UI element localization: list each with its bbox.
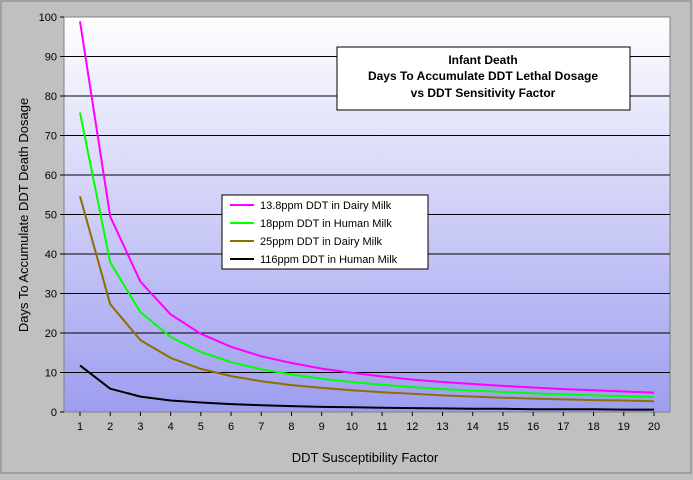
y-tick-label: 40: [45, 249, 57, 261]
x-tick-label: 6: [228, 421, 234, 433]
y-tick-label: 20: [45, 328, 57, 340]
x-axis-label: DDT Susceptibility Factor: [292, 450, 439, 465]
x-tick-label: 7: [258, 421, 264, 433]
legend-label: 18ppm DDT in Human Milk: [260, 218, 392, 230]
y-tick-label: 100: [39, 12, 57, 24]
x-tick-label: 12: [406, 421, 418, 433]
x-tick-label: 10: [346, 421, 358, 433]
series-line-4: [79, 364, 654, 411]
legend: 13.8ppm DDT in Dairy Milk 18ppm DDT in Hu…: [221, 194, 429, 270]
x-tick-label: 15: [497, 421, 509, 433]
series-line-3: [79, 196, 655, 403]
legend-label: 116ppm DDT in Human Milk: [260, 254, 398, 266]
x-tick-label: 13: [436, 421, 448, 433]
x-tick-label: 3: [137, 421, 143, 433]
x-tick-label: 8: [288, 421, 294, 433]
x-axis-ticks: 1 2 3 4 5 6 7 8 9 10 11 12 13 14 15 16 17 18 19 20: [77, 412, 660, 433]
x-tick-label: 4: [168, 421, 174, 433]
y-tick-label: 70: [45, 131, 57, 143]
y-tick-label: 30: [45, 289, 57, 301]
x-tick-label: 5: [198, 421, 204, 433]
series-line-2: [79, 112, 655, 398]
x-tick-label: 19: [618, 421, 630, 433]
x-tick-label: 11: [376, 421, 387, 433]
y-tick-label: 90: [45, 52, 57, 64]
y-axis-label: Days To Accumulate DDT Death Dosage: [16, 98, 31, 332]
y-tick-label: 50: [45, 210, 57, 222]
y-tick-label: 60: [45, 170, 57, 182]
x-tick-label: 20: [648, 421, 660, 433]
x-tick-label: 14: [467, 421, 479, 433]
x-tick-label: 17: [557, 421, 569, 433]
x-tick-label: 2: [107, 421, 113, 433]
legend-label: 13.8ppm DDT in Dairy Milk: [260, 200, 392, 212]
y-tick-label: 0: [51, 407, 57, 419]
y-tick-label: 80: [45, 91, 57, 103]
y-tick-label: 10: [45, 368, 57, 380]
chart-title-line-3: vs DDT Sensitivity Factor: [411, 86, 556, 100]
chart-title-line-1: Infant Death: [448, 53, 517, 67]
x-tick-label: 18: [587, 421, 599, 433]
series-line-1: [79, 21, 655, 394]
x-tick-label: 16: [527, 421, 539, 433]
y-axis-ticks: 0 10 20 30 40 50 60 70 80 90 100: [39, 12, 64, 419]
x-tick-label: 1: [77, 421, 83, 433]
legend-label: 25ppm DDT in Dairy Milk: [260, 236, 383, 248]
chart-title-line-2: Days To Accumulate DDT Lethal Dosage: [368, 69, 598, 83]
x-tick-label: 9: [319, 421, 325, 433]
series-lines: [79, 21, 655, 411]
chart-title-box: Infant Death Days To Accumulate DDT Leth…: [336, 46, 631, 111]
